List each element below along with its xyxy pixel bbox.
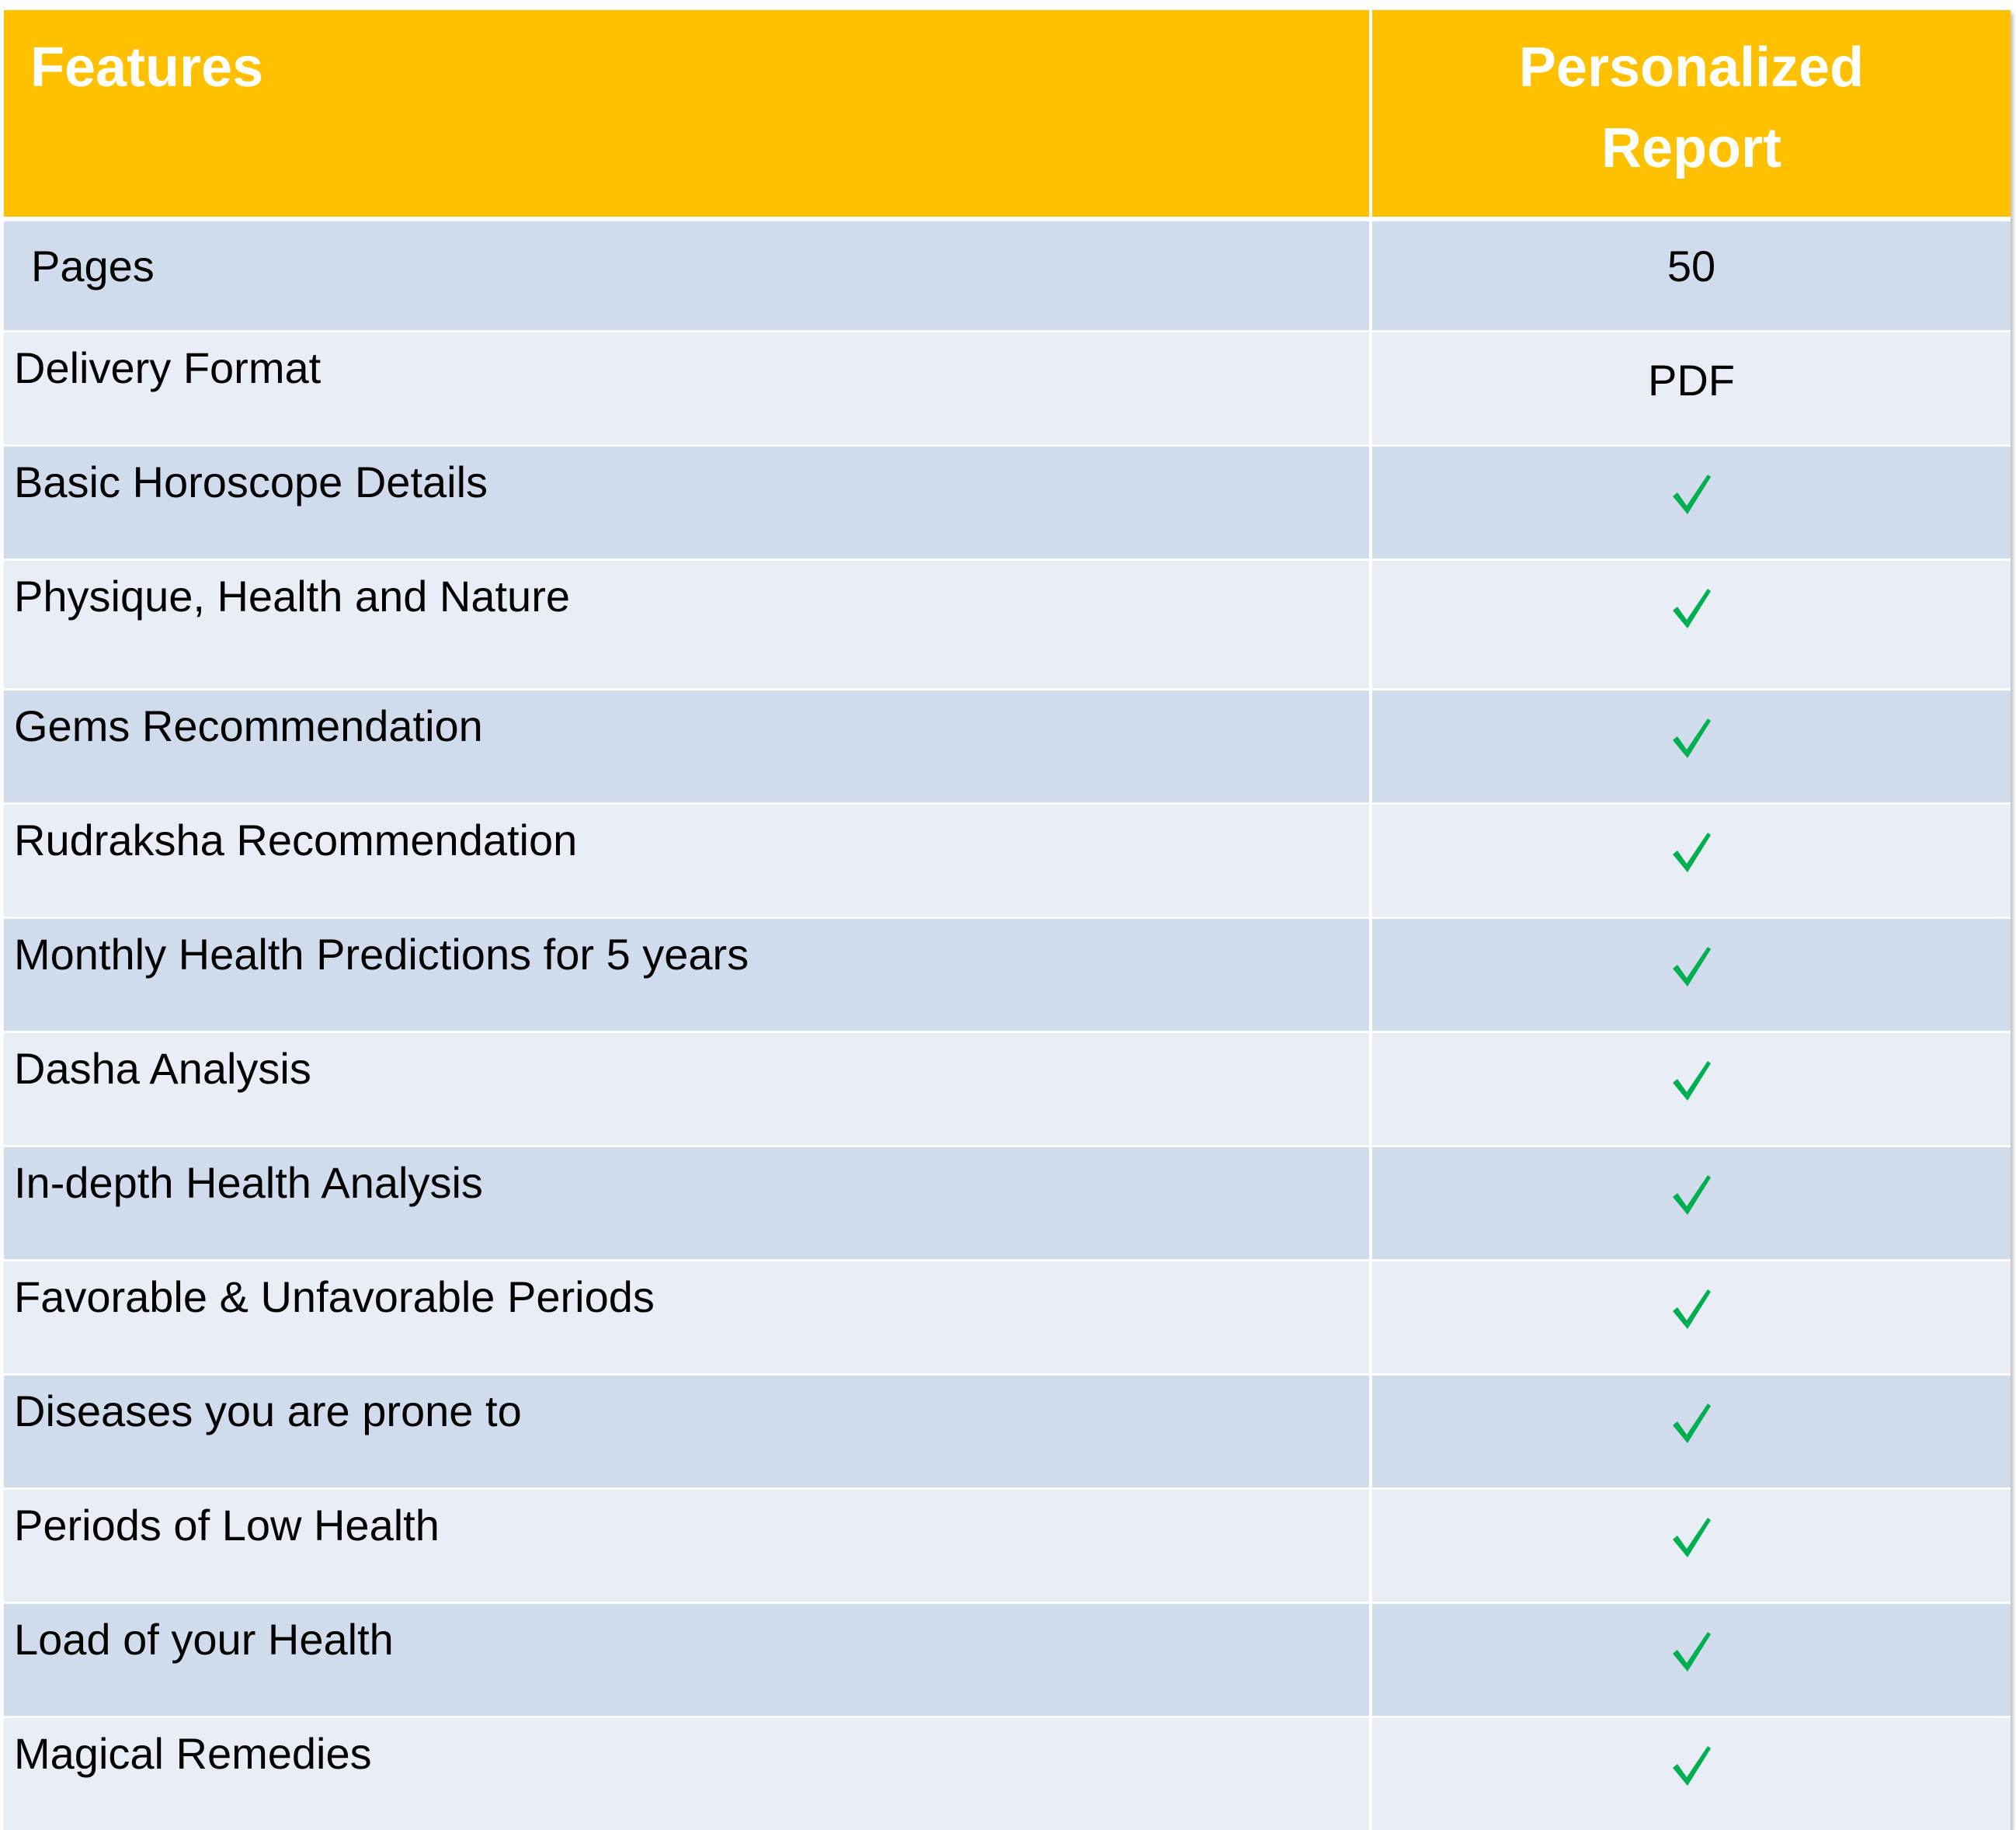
checkmark-icon	[1670, 830, 1712, 875]
checkmark-icon	[1670, 1058, 1712, 1103]
checkmark-icon	[1670, 1400, 1712, 1446]
table-row: Physique, Health and Nature	[4, 560, 2011, 690]
feature-cell: Gems Recommendation	[4, 690, 1371, 804]
checkmark-icon	[1670, 1629, 1712, 1674]
feature-cell: Rudraksha Recommendation	[4, 804, 1371, 918]
feature-cell: Dasha Analysis	[4, 1032, 1371, 1146]
checkmark-icon	[1670, 586, 1712, 631]
value-cell	[1371, 1489, 2011, 1603]
table-header: Features Personalized Report	[4, 10, 2011, 219]
value-cell	[1371, 1717, 2011, 1830]
feature-cell: Diseases you are prone to	[4, 1375, 1371, 1489]
table-row: Delivery Format PDF	[4, 332, 2011, 446]
feature-cell: Physique, Health and Nature	[4, 560, 1371, 690]
feature-cell: Periods of Low Health	[4, 1489, 1371, 1603]
table-row: Monthly Health Predictions for 5 years	[4, 918, 2011, 1032]
feature-cell: Delivery Format	[4, 332, 1371, 446]
header-row: Features Personalized Report	[4, 10, 2011, 219]
feature-cell: Magical Remedies	[4, 1717, 1371, 1830]
header-personalized-report: Personalized Report	[1371, 10, 2011, 219]
value-cell	[1371, 690, 2011, 804]
table-row: In-depth Health Analysis	[4, 1146, 2011, 1261]
value-cell	[1371, 804, 2011, 918]
value-cell	[1371, 1146, 2011, 1261]
header-features: Features	[4, 10, 1371, 219]
feature-comparison-table-container: Features Personalized Report Pages 50 De…	[4, 10, 2011, 1830]
feature-cell: Load of your Health	[4, 1603, 1371, 1717]
table-row: Pages 50	[4, 219, 2011, 332]
checkmark-icon	[1670, 1172, 1712, 1217]
value-cell: PDF	[1371, 332, 2011, 446]
value-cell: 50	[1371, 219, 2011, 332]
table-row: Magical Remedies	[4, 1717, 2011, 1830]
checkmark-icon	[1670, 944, 1712, 989]
table-row: Load of your Health	[4, 1603, 2011, 1717]
checkmark-icon	[1670, 715, 1712, 760]
table-row: Basic Horoscope Details	[4, 446, 2011, 560]
table-row: Rudraksha Recommendation	[4, 804, 2011, 918]
value-cell	[1371, 1032, 2011, 1146]
checkmark-icon	[1670, 471, 1712, 517]
value-cell	[1371, 560, 2011, 690]
feature-cell: Pages	[4, 219, 1371, 332]
table-row: Gems Recommendation	[4, 690, 2011, 804]
header-report-line1: Personalized	[1519, 37, 1864, 99]
table-row: Diseases you are prone to	[4, 1375, 2011, 1489]
feature-cell: In-depth Health Analysis	[4, 1146, 1371, 1261]
value-cell	[1371, 918, 2011, 1032]
value-cell	[1371, 446, 2011, 560]
checkmark-icon	[1670, 1743, 1712, 1788]
value-cell	[1371, 1603, 2011, 1717]
table-row: Periods of Low Health	[4, 1489, 2011, 1603]
header-report-line2: Report	[1601, 117, 1781, 179]
feature-cell: Favorable & Unfavorable Periods	[4, 1261, 1371, 1375]
feature-cell: Monthly Health Predictions for 5 years	[4, 918, 1371, 1032]
feature-comparison-table: Features Personalized Report Pages 50 De…	[4, 10, 2011, 1830]
table-row: Favorable & Unfavorable Periods	[4, 1261, 2011, 1375]
table-row: Dasha Analysis	[4, 1032, 2011, 1146]
value-cell	[1371, 1375, 2011, 1489]
table-body: Pages 50 Delivery Format PDF Basic Horos…	[4, 219, 2011, 1830]
value-cell	[1371, 1261, 2011, 1375]
checkmark-icon	[1670, 1286, 1712, 1331]
checkmark-icon	[1670, 1515, 1712, 1560]
feature-cell: Basic Horoscope Details	[4, 446, 1371, 560]
